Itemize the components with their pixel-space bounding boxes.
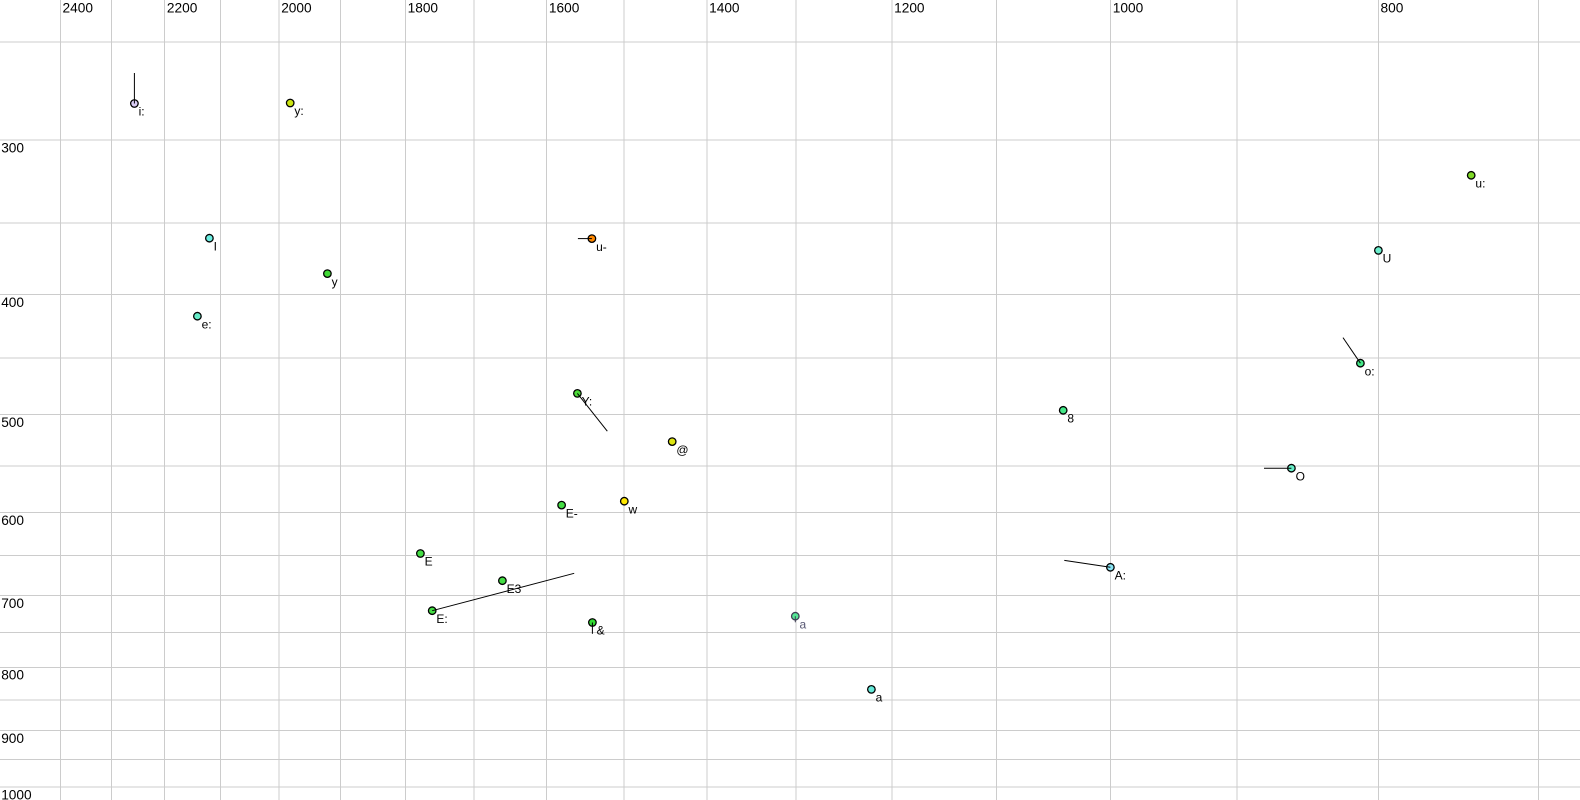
svg-text:700: 700 bbox=[1, 596, 24, 611]
svg-text:2200: 2200 bbox=[167, 0, 198, 15]
svg-text:1000: 1000 bbox=[1113, 0, 1144, 15]
svg-text:1800: 1800 bbox=[408, 0, 439, 15]
svg-text:I: I bbox=[214, 239, 217, 253]
svg-text:U: U bbox=[1383, 252, 1392, 266]
svg-text:E: E bbox=[425, 555, 433, 569]
svg-text:a: a bbox=[800, 617, 807, 631]
svg-text:300: 300 bbox=[1, 140, 24, 155]
svg-text:800: 800 bbox=[1381, 0, 1404, 15]
svg-text:&: & bbox=[597, 624, 605, 638]
svg-text:400: 400 bbox=[1, 295, 24, 310]
svg-text:E-: E- bbox=[566, 506, 578, 520]
svg-text:Y:: Y: bbox=[582, 395, 593, 409]
svg-text:u-: u- bbox=[596, 240, 607, 254]
svg-text:@: @ bbox=[676, 443, 688, 457]
svg-text:1600: 1600 bbox=[549, 0, 580, 15]
svg-text:y: y bbox=[332, 275, 338, 289]
svg-text:2400: 2400 bbox=[63, 0, 94, 15]
svg-text:600: 600 bbox=[1, 513, 24, 528]
svg-text:500: 500 bbox=[1, 415, 24, 430]
svg-text:8: 8 bbox=[1067, 412, 1074, 426]
svg-text:A:: A: bbox=[1115, 569, 1126, 583]
svg-text:1200: 1200 bbox=[894, 0, 925, 15]
svg-text:E3: E3 bbox=[507, 582, 522, 596]
svg-text:e:: e: bbox=[202, 317, 212, 331]
svg-text:O: O bbox=[1296, 469, 1305, 483]
svg-text:1400: 1400 bbox=[709, 0, 740, 15]
svg-text:i:: i: bbox=[139, 105, 145, 119]
svg-text:u:: u: bbox=[1475, 177, 1485, 191]
svg-text:800: 800 bbox=[1, 668, 24, 683]
svg-text:w: w bbox=[628, 502, 638, 516]
svg-text:a: a bbox=[876, 691, 883, 705]
svg-text:E:: E: bbox=[436, 612, 447, 626]
svg-text:y:: y: bbox=[294, 104, 303, 118]
svg-text:o:: o: bbox=[1365, 364, 1375, 378]
svg-text:2000: 2000 bbox=[281, 0, 312, 15]
svg-text:900: 900 bbox=[1, 731, 24, 746]
svg-text:1000: 1000 bbox=[1, 788, 32, 800]
